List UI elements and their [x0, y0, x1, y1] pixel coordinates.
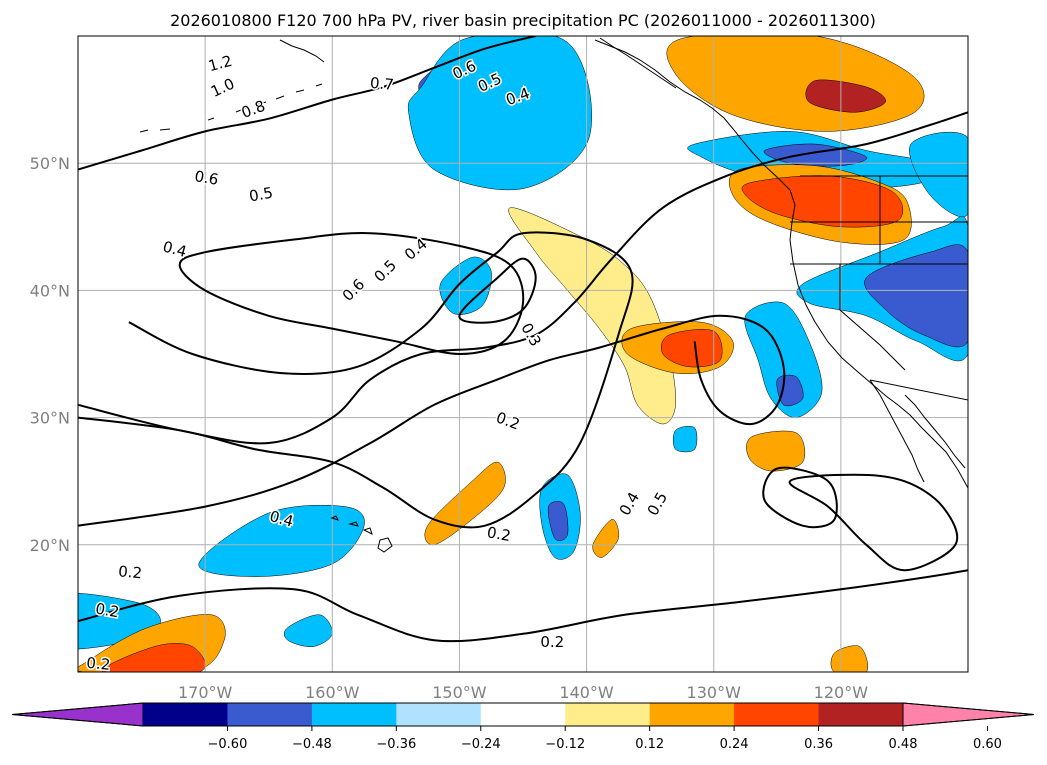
colorbar-tick-label: −0.48 — [292, 737, 332, 752]
coastline-baja — [869, 379, 925, 483]
precip-area-23 — [283, 614, 333, 647]
precip-area-3 — [439, 256, 492, 315]
contour-label: 0.2 — [540, 633, 564, 651]
pv-contour-7 — [788, 473, 959, 572]
alaska-coast — [279, 37, 677, 89]
state-border-mexico — [869, 379, 968, 401]
colorbar-tick-label: −0.36 — [376, 737, 416, 752]
pv-contour-8 — [762, 466, 838, 529]
lon-label: 150°W — [432, 683, 487, 702]
latitude-tick-labels: 50°N 40°N 30°N 20°N — [30, 154, 70, 555]
colorbar-swatch — [227, 703, 313, 726]
colorbar-extend-high — [902, 702, 1035, 727]
lon-label: 130°W — [687, 683, 742, 702]
map-area: 1.21.00.80.70.60.50.40.40.60.50.40.60.50… — [77, 35, 969, 674]
precip-area-20 — [672, 425, 698, 453]
colorbar-swatch — [480, 703, 566, 726]
colorbar-tick-label: 0.36 — [804, 737, 833, 752]
lon-label: 170°W — [178, 683, 233, 702]
precip-area-27 — [592, 519, 620, 558]
colorbar-tick-label: −0.12 — [545, 737, 585, 752]
lat-label: 20°N — [30, 536, 70, 555]
coastline-gulf — [904, 394, 966, 469]
lon-label: 160°W — [305, 683, 360, 702]
aleutian-islands — [139, 83, 323, 133]
precip-area-29 — [102, 643, 206, 672]
colorbar-tick-label: 0.60 — [973, 737, 1002, 752]
colorbar-tick-label: 0.24 — [720, 737, 749, 752]
contour-label: 0.6 — [193, 167, 220, 189]
colorbar-tick-label: 0.48 — [889, 737, 918, 752]
colorbar-tick-label: −0.24 — [461, 737, 501, 752]
lon-label: 140°W — [559, 683, 614, 702]
colorbar-swatch — [311, 703, 397, 726]
pv-contour-6 — [458, 257, 537, 324]
longitude-tick-labels: 170°W 160°W 150°W 140°W 130°W 120°W — [178, 683, 868, 702]
precip-area-17 — [744, 301, 823, 418]
contour-label: 0.2 — [86, 654, 111, 674]
pv-contour-1 — [78, 111, 968, 445]
precip-area-7 — [805, 79, 886, 113]
colorbar-outline — [11, 702, 1035, 727]
precipitation-fill-layer — [78, 36, 968, 672]
precip-area-21 — [198, 504, 365, 577]
figure-title: 2026010800 F120 700 hPa PV, river basin … — [170, 11, 876, 30]
state-border-ca-nv — [839, 264, 906, 371]
pv-contour-4 — [78, 231, 634, 529]
lon-label: 120°W — [814, 683, 869, 702]
precip-area-16 — [660, 329, 723, 368]
colorbar-swatch — [143, 703, 228, 726]
precip-area-2 — [407, 36, 592, 191]
colorbar-swatch — [396, 703, 482, 726]
pv-contour-layer — [78, 36, 968, 643]
colorbar-tick-label: −0.60 — [208, 737, 248, 752]
lat-label: 50°N — [30, 154, 70, 173]
map-frame — [77, 35, 969, 673]
lat-label: 40°N — [30, 281, 70, 300]
colorbar-swatch — [818, 703, 904, 726]
pv-contour-3 — [78, 569, 968, 643]
pv-contour-0 — [78, 36, 536, 171]
precip-area-19 — [746, 430, 806, 472]
precip-area-14 — [909, 131, 968, 218]
contour-label: 0.2 — [94, 600, 121, 622]
precip-area-13 — [864, 244, 968, 348]
coastlines — [139, 37, 968, 553]
pv-contour-2 — [78, 314, 786, 527]
colorbar-tick-label: 0.12 — [635, 737, 664, 752]
contour-label: 0.7 — [369, 74, 394, 94]
lat-label: 30°N — [30, 409, 70, 428]
precip-area-25 — [547, 501, 569, 542]
colorbar: −0.60 −0.48 −0.36 −0.24 −0.12 0.12 0.24 0.36 0.4… — [11, 702, 1035, 752]
hawaii-islands — [330, 515, 393, 553]
colorbar-swatch — [649, 703, 735, 726]
colorbar-swatch — [565, 703, 651, 726]
precip-area-30 — [830, 645, 869, 672]
colorbar-extend-low — [11, 702, 144, 727]
graticule — [78, 36, 968, 672]
colorbar-swatch — [734, 703, 820, 726]
pv-contour-5 — [178, 232, 525, 356]
contour-label: 0.2 — [118, 562, 143, 582]
